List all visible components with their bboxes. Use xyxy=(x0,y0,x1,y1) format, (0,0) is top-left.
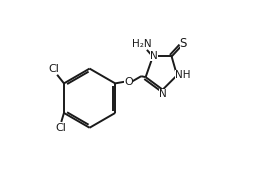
Text: Cl: Cl xyxy=(56,123,67,133)
Text: N: N xyxy=(159,89,167,99)
Text: N: N xyxy=(150,51,158,61)
Text: H₂N: H₂N xyxy=(132,39,152,50)
Text: S: S xyxy=(180,37,187,50)
Text: NH: NH xyxy=(175,70,190,80)
Text: O: O xyxy=(124,77,133,87)
Text: Cl: Cl xyxy=(48,64,59,74)
